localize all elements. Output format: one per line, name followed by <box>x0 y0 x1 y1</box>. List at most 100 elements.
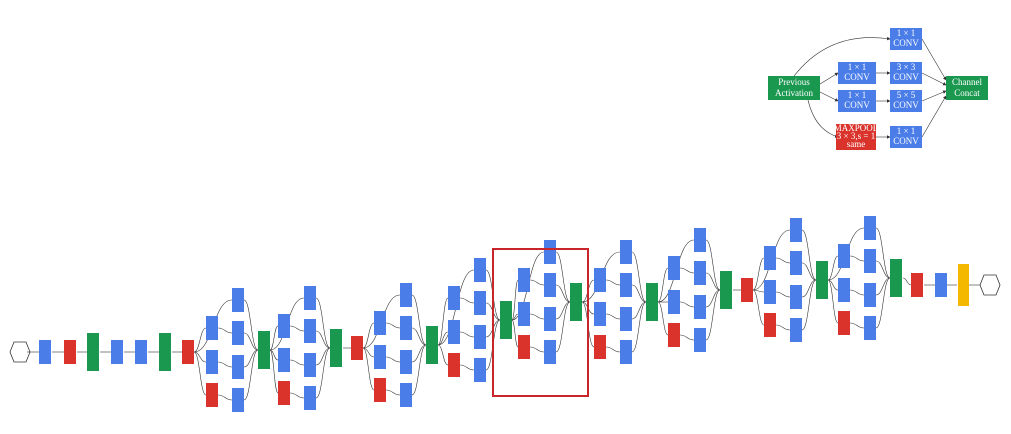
layer-box <box>374 378 386 402</box>
layer-box <box>330 329 342 367</box>
edge <box>217 394 233 401</box>
node-box <box>890 62 922 84</box>
edge <box>243 332 259 351</box>
edge <box>385 356 401 363</box>
layer-box <box>448 353 460 377</box>
edge <box>193 351 207 396</box>
layer-box <box>694 328 706 352</box>
layer-box <box>474 291 486 315</box>
layer-box <box>790 318 802 342</box>
edge <box>385 389 401 396</box>
node-label: Previous <box>778 77 810 87</box>
edge <box>631 284 647 303</box>
layer-box <box>864 316 876 340</box>
edge <box>807 99 839 138</box>
layer-box <box>206 383 218 407</box>
layer-box <box>890 259 902 297</box>
node-label: 1 × 1 <box>897 126 916 136</box>
node-box <box>768 76 820 100</box>
edge <box>631 301 647 353</box>
network <box>9 216 1001 412</box>
edge <box>902 277 912 286</box>
node-label: CONV <box>893 136 919 146</box>
node-label: CONV <box>893 38 919 48</box>
layer-box <box>764 313 776 337</box>
layer-box <box>64 340 76 364</box>
edge <box>529 346 545 353</box>
layer-box <box>741 278 753 302</box>
node-label: 3 × 3,s = 1 <box>837 131 875 141</box>
edge <box>529 279 545 286</box>
layer-box <box>864 216 876 240</box>
layer-box <box>400 316 412 340</box>
layer-box <box>694 261 706 285</box>
edge <box>459 297 475 304</box>
edge <box>819 91 839 102</box>
layer-box <box>620 340 632 364</box>
layer-box <box>620 307 632 331</box>
layer-box <box>258 331 270 369</box>
layer-box <box>448 320 460 344</box>
edge <box>269 349 279 361</box>
layer-box <box>374 345 386 369</box>
node-label: CONV <box>844 100 870 110</box>
layer-box <box>518 268 530 292</box>
layer-box <box>304 286 316 310</box>
node-label: MAXPOOL <box>834 123 879 133</box>
node-label: same <box>847 139 866 149</box>
layer-box <box>594 268 606 292</box>
edge <box>362 322 375 349</box>
layer-box <box>474 358 486 382</box>
edge <box>511 313 519 321</box>
edge <box>269 325 279 351</box>
node-label: 1 × 1 <box>848 62 867 72</box>
layer-box <box>500 301 512 339</box>
edge <box>411 327 427 346</box>
edge <box>921 72 947 86</box>
layer-box <box>159 333 171 371</box>
layer-box <box>544 240 556 264</box>
layer-box <box>864 283 876 307</box>
node-label: Concat <box>954 88 980 98</box>
layer-box <box>400 283 412 307</box>
edge <box>752 289 765 293</box>
layer-box <box>278 348 290 372</box>
node-label: Activation <box>775 88 813 98</box>
edge <box>921 38 947 81</box>
layer-box <box>518 302 530 326</box>
node-label: 3 × 3 <box>897 62 916 72</box>
layer-box <box>135 340 147 364</box>
edge <box>705 272 721 291</box>
layer-box <box>400 383 412 407</box>
layer-box <box>232 321 244 345</box>
edge <box>529 313 545 320</box>
layer-box <box>518 335 530 359</box>
layer-box <box>448 286 460 310</box>
edge <box>875 260 891 279</box>
layer-box <box>838 244 850 268</box>
edge <box>315 347 331 366</box>
layer-box <box>474 258 486 282</box>
layer-box <box>816 261 828 299</box>
edge <box>775 257 791 264</box>
edge <box>657 301 669 336</box>
edge <box>289 325 305 332</box>
edge <box>315 297 331 349</box>
layer-box <box>694 228 706 252</box>
layer-box <box>668 290 680 314</box>
layer-box <box>111 340 123 364</box>
layer-box <box>351 336 363 360</box>
node-label: CONV <box>844 72 870 82</box>
highlight-box <box>492 248 589 397</box>
edge <box>849 255 865 262</box>
edge <box>605 313 621 320</box>
layer-box <box>39 340 51 364</box>
node-label: 5 × 5 <box>897 90 916 100</box>
edge <box>775 291 791 298</box>
edge <box>315 347 331 399</box>
layer-box <box>304 319 316 343</box>
node-box <box>836 124 876 150</box>
layer-box <box>87 333 99 371</box>
layer-box <box>911 273 923 297</box>
layer-box <box>935 273 947 297</box>
